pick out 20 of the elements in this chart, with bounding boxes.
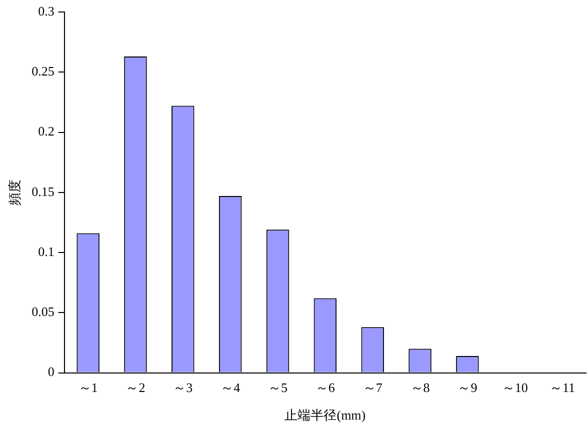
y-tick-label: 0.3 <box>38 3 54 18</box>
x-tick-label: ～3 <box>173 380 193 396</box>
y-tick-label: 0.05 <box>32 304 54 320</box>
y-tick-label: 0.25 <box>32 64 54 79</box>
x-tick-label: ～4 <box>220 380 241 396</box>
x-tick-label: ～9 <box>458 380 478 396</box>
x-tick-label: ～10 <box>502 380 528 396</box>
x-tick-label: ～1 <box>78 380 98 396</box>
x-tick-label: ～2 <box>126 380 146 396</box>
x-tick-label: ～6 <box>315 380 336 396</box>
y-tick-label: 0.1 <box>38 244 54 259</box>
x-tick-label: ～7 <box>362 380 383 396</box>
y-tick-label: 0 <box>48 364 54 380</box>
y-tick-label: 0.2 <box>38 124 54 139</box>
y-axis-title: 頻度 <box>7 179 22 206</box>
y-tick-label: 0.15 <box>32 184 54 199</box>
x-tick-label: ～5 <box>268 380 288 396</box>
x-axis-title: 止端半径(mm) <box>284 408 366 423</box>
x-tick-label: ～11 <box>550 380 576 396</box>
x-tick-label: ～8 <box>410 380 430 396</box>
